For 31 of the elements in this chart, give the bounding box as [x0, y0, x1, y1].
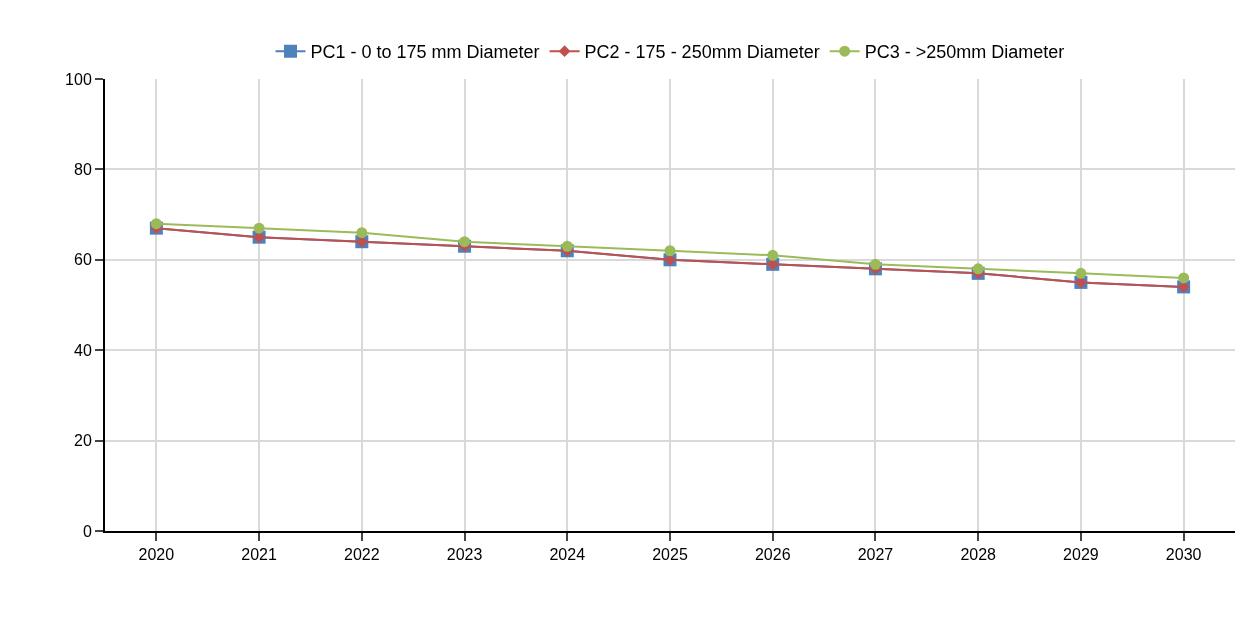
y-tick-label: 0	[82, 522, 92, 540]
point	[356, 227, 368, 239]
x-tick-label: 2022	[344, 546, 380, 564]
x-tick-label: 2023	[446, 546, 483, 564]
x-tick-label: 2029	[1063, 546, 1099, 564]
legend-label: PC1 - 0 to 175 mm Diameter	[310, 42, 540, 63]
x-tick-label: 2020	[138, 546, 175, 564]
x-tick-label: 2028	[960, 546, 997, 564]
x-tick-label: 2026	[754, 546, 791, 564]
legend-label: PC2 - 175 - 250mm Diameter	[584, 42, 820, 63]
point	[561, 240, 573, 252]
x-tick-label: 2024	[549, 546, 586, 564]
x-tick-label: 2027	[857, 546, 894, 564]
x-tick-label: 2025	[652, 546, 688, 564]
x-tick-label: 2021	[241, 546, 277, 564]
y-tick-label: 40	[74, 341, 92, 359]
y-tick-label: 20	[74, 432, 92, 450]
y-tick-label: 60	[74, 251, 92, 269]
point	[150, 218, 162, 230]
legend-label: PC3 - >250mm Diameter	[864, 42, 1065, 63]
point	[869, 258, 881, 270]
x-tick-label: 2030	[1165, 546, 1202, 564]
point	[1178, 272, 1190, 284]
point	[767, 249, 779, 261]
point	[972, 263, 984, 275]
y-tick-label: 80	[74, 161, 92, 178]
point	[1075, 267, 1087, 279]
point	[664, 245, 676, 257]
point	[459, 236, 471, 248]
point	[253, 222, 265, 234]
y-tick-label: 100	[65, 70, 92, 88]
